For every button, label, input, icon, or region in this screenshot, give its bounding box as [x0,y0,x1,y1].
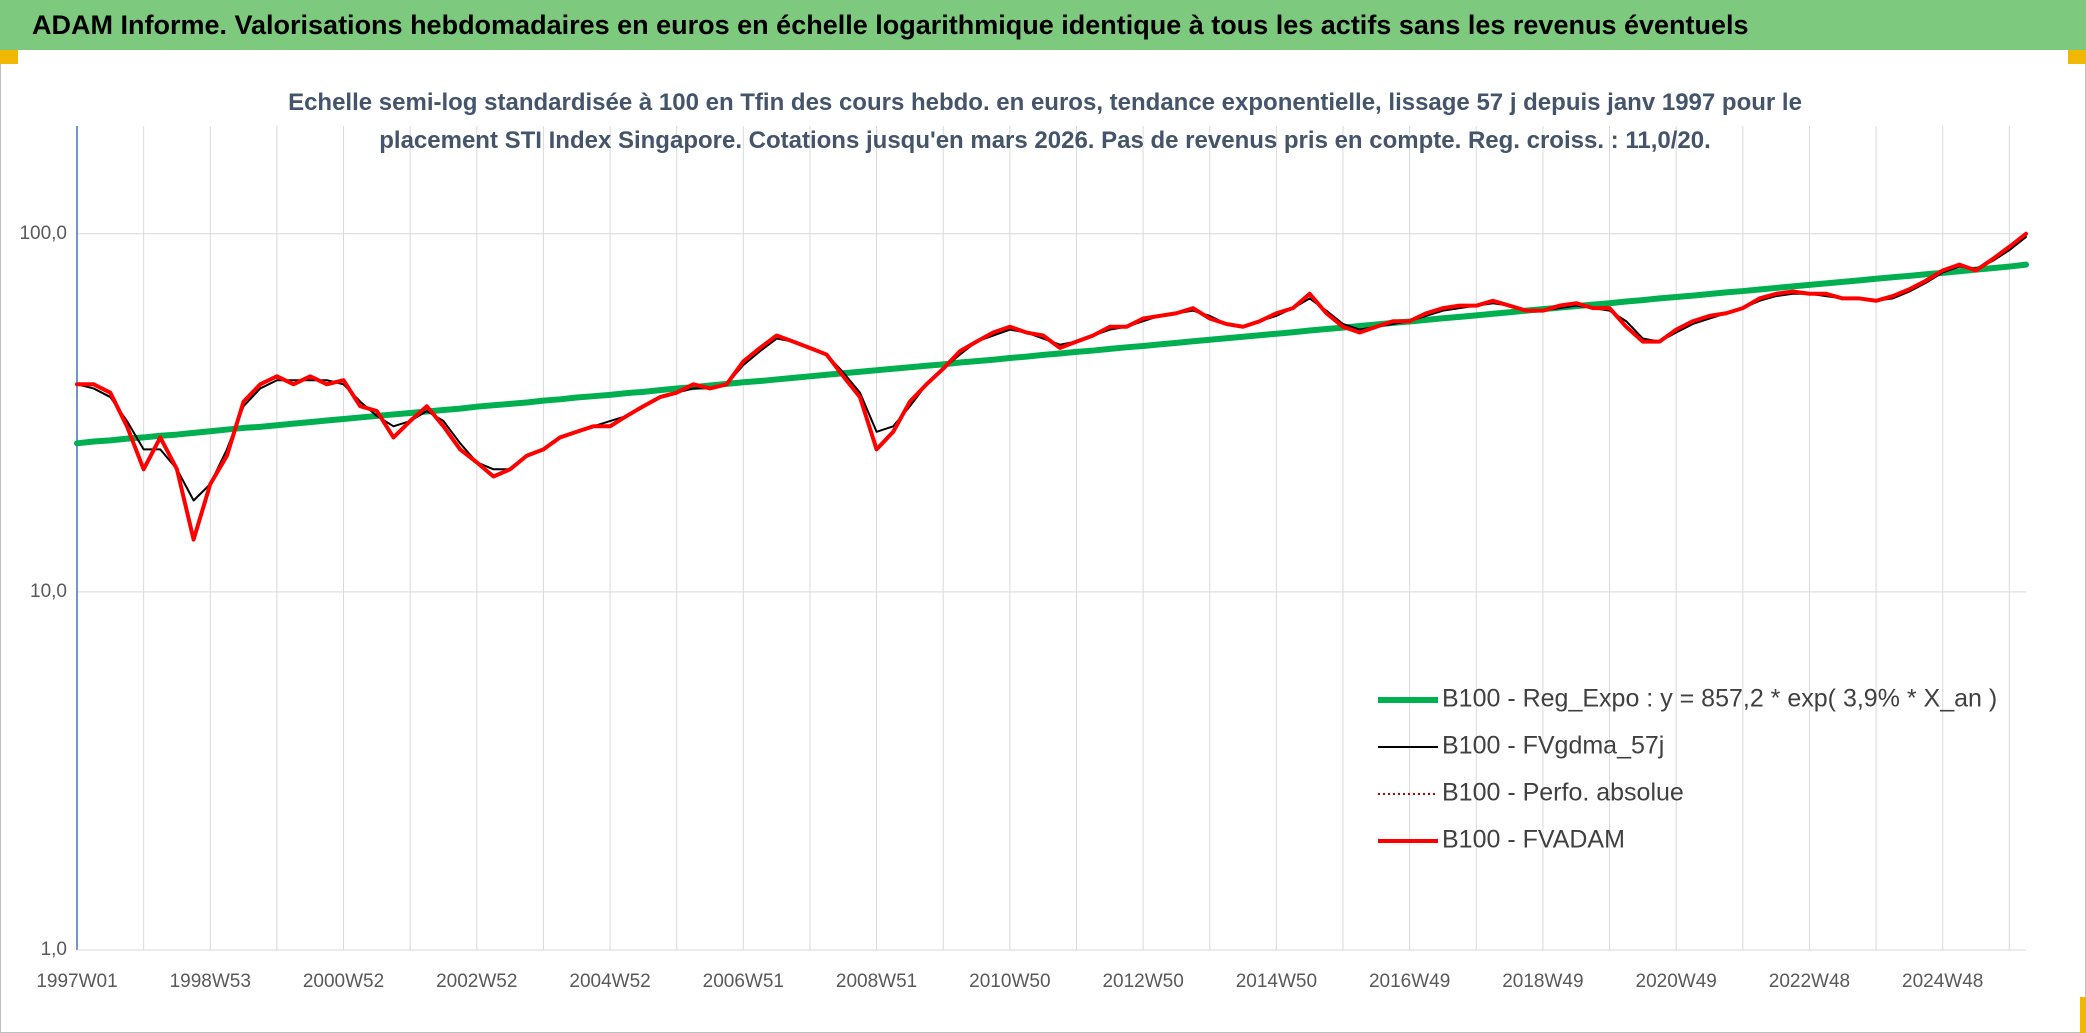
x-tick-label: 2004W52 [569,971,650,992]
series-line [75,231,2028,542]
chart-title: ADAM Informe. Valorisations hebdomadaire… [0,0,2086,50]
y-tick-label: 100,0 [19,223,67,244]
x-tick-label: 2020W49 [1636,971,1717,992]
series-line [74,261,2029,447]
x-tick-label: 2012W50 [1102,971,1183,992]
x-tick-label: 2022W48 [1769,971,1850,992]
x-tick-label: 2016W49 [1369,971,1450,992]
series-line [76,235,2027,502]
x-tick-label: 2008W51 [836,971,917,992]
x-tick-label: 2024W48 [1902,971,1983,992]
corner-mark [2080,997,2086,1033]
x-tick-label: 2002W52 [436,971,517,992]
x-tick-label: 2018W49 [1502,971,1583,992]
y-tick-label: 10,0 [30,581,67,602]
chart-subtitle: Echelle semi-log standardisée à 100 en T… [288,89,1802,154]
x-tick-label: 2014W50 [1236,971,1317,992]
legend-label: B100 - FVADAM [1442,826,1625,854]
legend-label: B100 - Perfo. absolue [1442,779,1684,807]
series-line [76,232,2027,541]
legend-label: B100 - Reg_Expo : y = 857,2 * exp( 3,9% … [1442,685,1997,713]
corner-mark [0,50,18,64]
y-tick-label: 1,0 [41,939,67,960]
x-tick-label: 2006W51 [703,971,784,992]
x-tick-label: 2010W50 [969,971,1050,992]
x-tick-label: 1998W53 [170,971,251,992]
legend-label: B100 - FVgdma_57j [1442,732,1664,760]
x-tick-label: 2000W52 [303,971,384,992]
x-tick-label: 1997W01 [36,971,117,992]
corner-mark [2068,50,2086,64]
